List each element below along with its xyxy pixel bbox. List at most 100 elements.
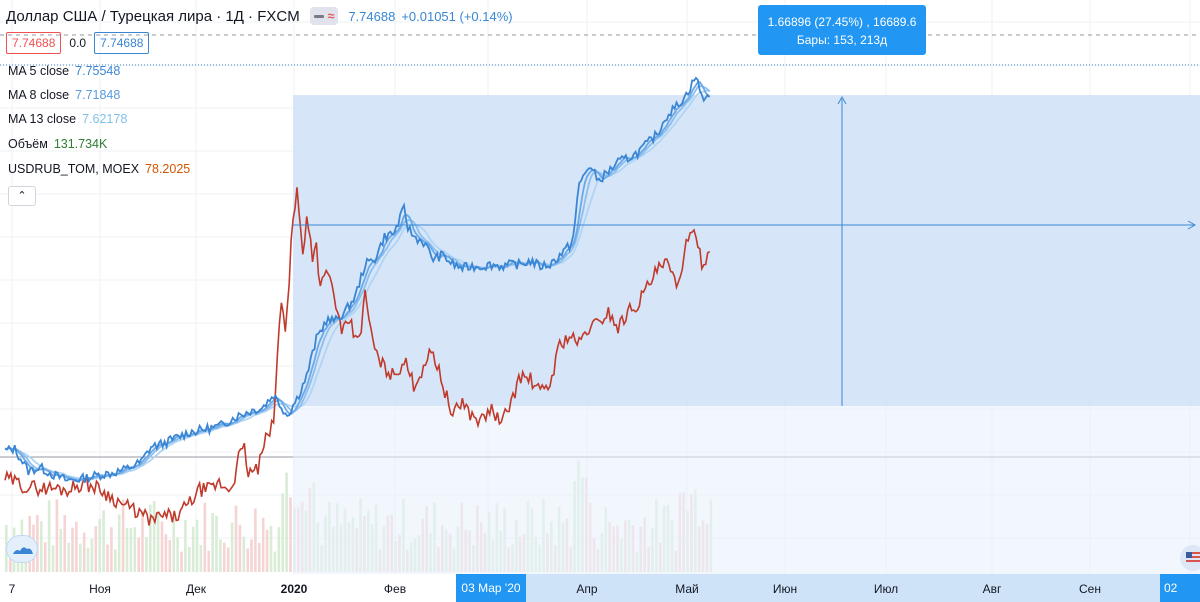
- arrow-up-icon: [837, 96, 847, 105]
- volume-bar: [223, 542, 226, 572]
- legend-volume[interactable]: Объём 131.734K: [8, 137, 107, 151]
- volume-bar: [94, 526, 98, 572]
- compare-wave-icon: ≈: [327, 9, 335, 23]
- usdrub-line: [4, 187, 711, 526]
- volume-bar: [226, 547, 230, 572]
- us-flag-icon: [1180, 545, 1200, 571]
- volume-bar: [289, 497, 292, 572]
- time-tick: Июн: [772, 582, 798, 596]
- volume-bar: [102, 510, 105, 572]
- axis-range-band: [456, 574, 1160, 602]
- volume-bar: [125, 527, 129, 572]
- legend-value: 78.2025: [145, 162, 191, 176]
- last-price: 7.74688: [348, 8, 396, 24]
- volume-bar: [191, 526, 195, 572]
- arrow-right-icon: [1187, 220, 1197, 230]
- legend-label: USDRUB_TOM, MOEX: [8, 162, 140, 176]
- measure-lower-band: [293, 406, 1200, 574]
- time-tick: Фев: [383, 582, 407, 596]
- legend-label: MA 13 close: [8, 112, 77, 126]
- volume-bar: [230, 522, 234, 572]
- chart-style-toggle[interactable]: ≈: [309, 7, 339, 25]
- volume-bar: [168, 540, 172, 572]
- ma-13-line: [4, 89, 710, 481]
- volume-bar: [184, 519, 187, 572]
- volume-bar: [40, 521, 43, 572]
- volume-bar: [63, 515, 66, 572]
- chart-canvas[interactable]: [0, 0, 1200, 574]
- volume-bar: [145, 537, 148, 572]
- volume-bar: [261, 517, 265, 572]
- volume-bar: [246, 548, 249, 572]
- volume-bar: [242, 536, 246, 572]
- volume-bar: [238, 524, 242, 572]
- volume-bar: [164, 534, 168, 572]
- volume-bar: [203, 502, 207, 572]
- legend-value: 7.62178: [82, 112, 128, 126]
- volume-bar: [215, 515, 218, 572]
- time-tick: Ноя: [89, 582, 111, 596]
- legend-compare[interactable]: USDRUB_TOM, MOEX 78.2025: [8, 162, 190, 176]
- minus-icon: [313, 14, 324, 18]
- time-tick: Май: [675, 582, 699, 596]
- volume-bar: [149, 504, 152, 572]
- volume-bar: [114, 549, 117, 572]
- tradingview-logo[interactable]: [6, 535, 38, 563]
- buy-button[interactable]: 7.74688: [94, 32, 150, 54]
- usdtry-line: [4, 76, 711, 484]
- volume-bar: [250, 539, 253, 572]
- volume-bar: [273, 551, 277, 572]
- volume-bar: [285, 472, 288, 572]
- volume-bar: [71, 527, 74, 572]
- legend-value: 7.71848: [75, 88, 121, 102]
- time-tick: 7: [8, 582, 16, 596]
- collapse-legend-button[interactable]: ⌃: [8, 186, 36, 206]
- time-tick: Авг: [982, 582, 1002, 596]
- volume-bar: [98, 518, 101, 572]
- volume-bar: [82, 532, 86, 572]
- time-tick: Дек: [185, 582, 207, 596]
- legend-label: MA 8 close: [8, 88, 70, 102]
- volume-bar: [47, 500, 51, 572]
- time-tick: 2020: [280, 582, 308, 596]
- volume-bar: [281, 493, 284, 572]
- volume-bar: [141, 511, 144, 572]
- volume-bar: [137, 537, 140, 572]
- volume-bar: [207, 550, 210, 572]
- volume-bar: [277, 527, 281, 572]
- legend-value: 131.734K: [53, 137, 108, 151]
- legend-label: Объём: [8, 137, 48, 151]
- volume-bar: [121, 499, 125, 572]
- volume-bar: [258, 542, 261, 572]
- volume-bar: [269, 525, 273, 572]
- volume-bar: [117, 514, 121, 572]
- legend-ma8[interactable]: MA 8 close 7.71848: [8, 88, 120, 102]
- volume-bar: [79, 543, 82, 572]
- volume-bar: [156, 510, 160, 572]
- volume-bar: [106, 544, 109, 572]
- cloud-icon: [13, 547, 33, 554]
- chart-header: Доллар США / Турецкая лира · 1Д · FXCM ≈…: [6, 5, 513, 27]
- time-axis[interactable]: 7 Ноя Дек 2020 Фев Апр Май Июн Июл Авг С…: [0, 574, 1200, 602]
- volume-bar: [55, 499, 59, 572]
- volume-bar: [254, 508, 257, 572]
- measure-tooltip: 1.66896 (27.45%) , 16689.6 Бары: 153, 21…: [758, 5, 926, 55]
- legend-ma13[interactable]: MA 13 close 7.62178: [8, 112, 127, 126]
- legend-ma5[interactable]: MA 5 close 7.75548: [8, 64, 120, 78]
- volume-bar: [110, 527, 113, 572]
- time-tick: Июл: [873, 582, 899, 596]
- volume-bar: [176, 537, 179, 572]
- legend-value: 7.75548: [75, 64, 121, 78]
- measure-range[interactable]: [293, 95, 1200, 574]
- volume-bar: [199, 545, 203, 572]
- symbol-title[interactable]: Доллар США / Турецкая лира · 1Д · FXCM: [6, 7, 300, 25]
- crosshair: [293, 96, 1197, 407]
- sell-button[interactable]: 7.74688: [6, 32, 62, 54]
- volume-bar: [75, 521, 78, 572]
- volume-bar: [160, 521, 164, 572]
- volume-bar: [133, 527, 137, 572]
- volume-bar: [129, 527, 133, 572]
- volume-bar: [51, 545, 55, 572]
- volume-bar: [211, 513, 214, 572]
- measure-change: 1.66896 (27.45%) , 16689.6: [767, 15, 917, 29]
